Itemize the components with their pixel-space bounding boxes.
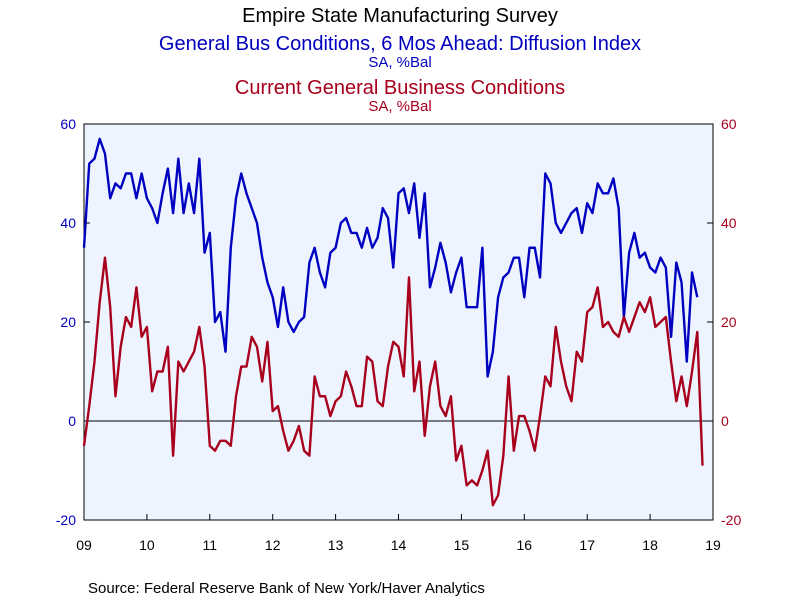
x-tick-label: 11	[203, 537, 218, 553]
series-line-general-bus-conditions-6mos	[82, 137, 699, 378]
x-tick-label: 18	[642, 537, 658, 553]
y-right-tick-label: 60	[721, 116, 737, 132]
y-right-tick-label: 0	[721, 413, 729, 429]
series-line-current-general-business-conditions	[82, 256, 704, 507]
x-tick-label: 09	[76, 537, 92, 553]
y-axis-left: -20 0 20 40 60	[56, 116, 90, 528]
y-left-tick-label: -20	[56, 512, 76, 528]
series1-title: General Bus Conditions, 6 Mos Ahead: Dif…	[159, 33, 641, 55]
series2-title: Current General Business Conditions	[235, 77, 565, 99]
series1-units: SA, %Bal	[368, 54, 431, 71]
x-tick-label: 14	[391, 537, 407, 553]
y-right-tick-label: 40	[721, 215, 737, 231]
x-tick-label: 10	[139, 537, 155, 553]
x-tick-label: 15	[454, 537, 470, 553]
y-left-tick-label: 60	[60, 116, 76, 132]
y-right-tick-label: 20	[721, 314, 737, 330]
series2-units: SA, %Bal	[368, 98, 431, 115]
y-left-tick-label: 40	[60, 215, 76, 231]
y-axis-right: -20 0 20 40 60	[707, 116, 741, 528]
x-tick-label: 16	[517, 537, 533, 553]
x-tick-label: 19	[705, 537, 721, 553]
plot-area	[83, 123, 714, 521]
x-tick-label: 12	[265, 537, 281, 553]
x-tick-label: 13	[328, 537, 344, 553]
y-left-tick-label: 0	[68, 413, 76, 429]
y-left-tick-label: 20	[60, 314, 76, 330]
source-note: Source: Federal Reserve Bank of New York…	[88, 580, 485, 597]
y-right-tick-label: -20	[721, 512, 741, 528]
x-tick-label: 17	[579, 537, 595, 553]
x-axis: 09 10 11 12 13 14 15 16 17 18 19	[76, 514, 721, 553]
chart-title: Empire State Manufacturing Survey	[242, 5, 558, 27]
